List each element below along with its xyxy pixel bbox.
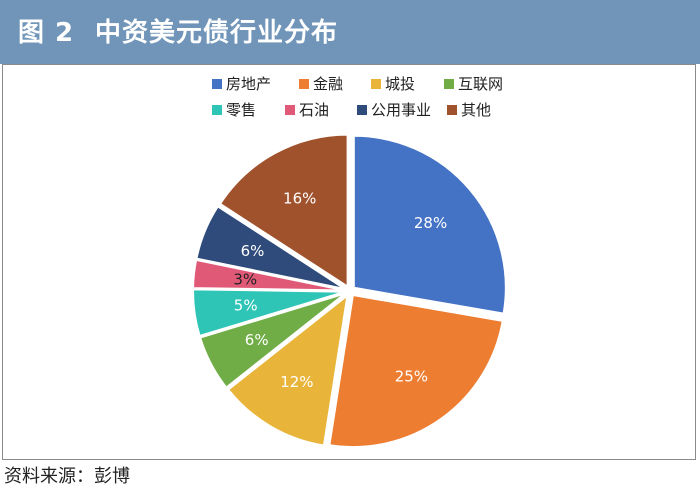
pie-label-other: 16% — [283, 189, 316, 207]
legend-label: 其他 — [461, 101, 492, 119]
legend-label: 金融 — [313, 75, 344, 93]
pie-slice-retail — [192, 288, 346, 338]
pie-slice-lgfv — [226, 292, 349, 447]
legend-item-utilities: 公用事业 — [357, 99, 431, 120]
pie-labels: 28% 25% 12% 6% 5% 3% 6% 16% — [233, 189, 447, 390]
pie-slice-utilities — [195, 205, 346, 291]
legend-label: 公用事业 — [371, 101, 432, 119]
legend-item-lgfv: 城投 — [371, 73, 415, 94]
pie-label-finance: 25% — [395, 368, 428, 386]
pie-slice-real-estate — [352, 134, 507, 315]
figure-label: 图 2 — [18, 18, 75, 48]
figure-title: 中资美元债行业分布 — [95, 18, 339, 48]
legend-swatch — [212, 78, 222, 89]
legend-swatch — [371, 78, 381, 89]
legend-label: 房地产 — [226, 75, 272, 93]
legend-item-real-estate: 房地产 — [212, 73, 271, 94]
pie-slice-oil — [192, 258, 346, 292]
legend-label: 零售 — [226, 101, 257, 119]
legend-label: 互联网 — [458, 75, 504, 93]
pie-label-internet: 6% — [245, 331, 269, 349]
legend-item-other: 其他 — [447, 99, 491, 120]
figure-header: 图 2 中资美元债行业分布 — [0, 0, 700, 64]
pie-slice-internet — [198, 292, 347, 389]
pie-label-real-estate: 28% — [414, 214, 447, 232]
legend-item-internet: 互联网 — [444, 73, 503, 94]
source-note: 资料来源：彭博 — [4, 466, 130, 487]
legend-swatch — [357, 104, 367, 115]
pie-label-oil: 3% — [233, 271, 257, 289]
pie-slice-other — [218, 133, 349, 289]
legend-swatch — [447, 104, 457, 115]
pie-slices — [192, 133, 507, 449]
legend-swatch — [285, 104, 295, 115]
pie-label-utilities: 6% — [241, 242, 265, 260]
legend-swatch — [299, 78, 309, 89]
legend-item-oil: 石油 — [285, 99, 329, 120]
legend-label: 石油 — [299, 101, 330, 119]
legend-item-finance: 金融 — [299, 73, 343, 94]
pie-slice-finance — [328, 293, 504, 449]
legend-swatch — [212, 104, 222, 115]
pie-label-retail: 5% — [234, 297, 258, 315]
pie-label-lgfv: 12% — [280, 373, 313, 391]
legend-item-retail: 零售 — [212, 99, 256, 120]
legend-label: 城投 — [385, 75, 416, 93]
legend-swatch — [444, 78, 454, 89]
